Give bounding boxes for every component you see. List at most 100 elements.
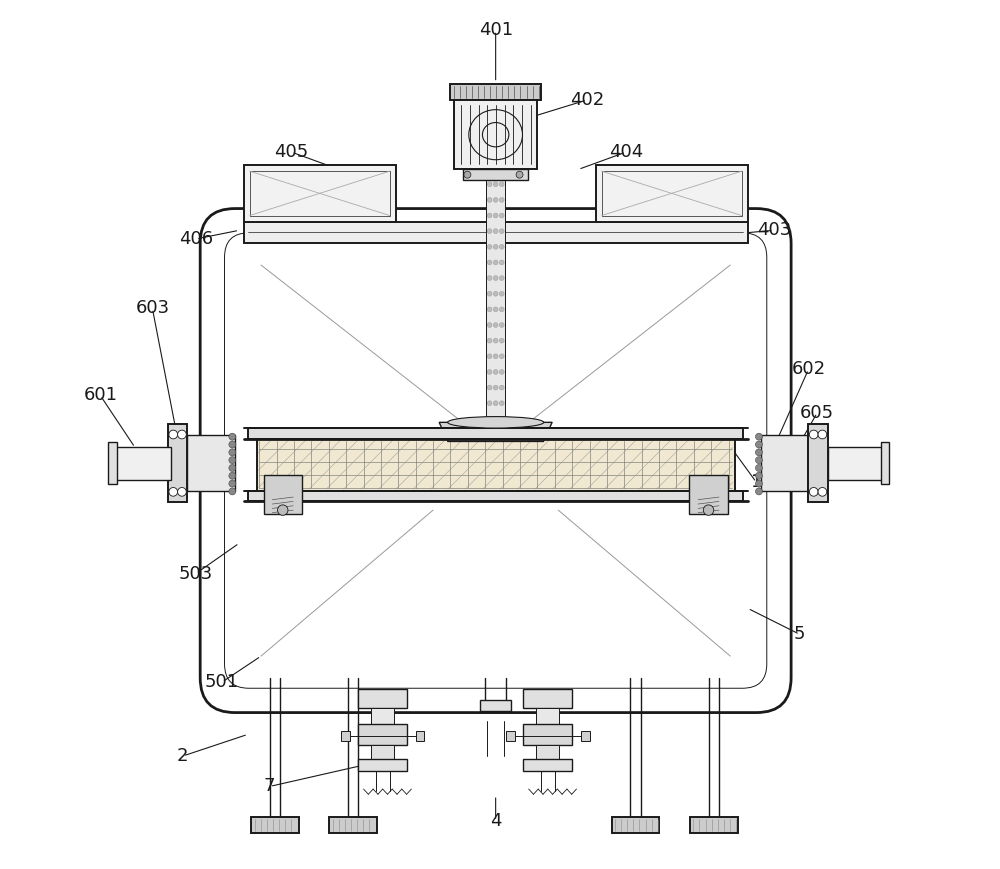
Circle shape (809, 430, 818, 439)
Circle shape (493, 182, 498, 187)
Circle shape (487, 291, 492, 296)
Bar (506, 731, 515, 741)
Circle shape (493, 369, 498, 375)
Circle shape (499, 416, 504, 421)
Circle shape (499, 197, 504, 202)
Circle shape (499, 338, 504, 343)
Circle shape (516, 171, 523, 178)
Circle shape (499, 354, 504, 359)
Bar (536, 708, 559, 724)
Circle shape (493, 307, 498, 312)
Bar (112, 447, 171, 480)
Bar (690, 817, 738, 833)
Circle shape (755, 488, 762, 495)
Circle shape (487, 244, 492, 249)
Text: 405: 405 (274, 143, 309, 161)
Circle shape (755, 464, 762, 471)
Bar (244, 165, 396, 222)
Bar (523, 759, 572, 771)
Bar (329, 817, 377, 833)
Bar (250, 171, 390, 216)
Circle shape (809, 488, 818, 496)
Circle shape (493, 260, 498, 265)
Circle shape (755, 457, 762, 464)
Ellipse shape (448, 416, 544, 428)
Circle shape (499, 229, 504, 234)
Bar (612, 817, 659, 833)
Bar (168, 424, 187, 502)
Circle shape (493, 197, 498, 202)
Circle shape (487, 322, 492, 328)
Text: 601: 601 (83, 387, 117, 404)
Bar (371, 745, 394, 759)
Text: 403: 403 (757, 222, 791, 239)
Bar (808, 424, 828, 502)
Bar (689, 475, 728, 514)
Circle shape (499, 322, 504, 328)
Circle shape (493, 385, 498, 390)
Circle shape (493, 275, 498, 281)
Circle shape (487, 354, 492, 359)
Bar (828, 447, 884, 480)
Circle shape (499, 213, 504, 218)
Circle shape (493, 229, 498, 234)
Circle shape (487, 260, 492, 265)
Circle shape (464, 171, 471, 178)
Circle shape (493, 213, 498, 218)
Bar (341, 731, 350, 741)
Circle shape (487, 401, 492, 406)
Circle shape (229, 448, 236, 455)
Circle shape (755, 448, 762, 455)
Text: 4: 4 (490, 813, 501, 830)
Bar (244, 222, 748, 243)
Circle shape (499, 182, 504, 187)
Bar (248, 491, 743, 501)
Bar (602, 171, 742, 216)
Bar (371, 708, 394, 724)
Circle shape (169, 430, 178, 439)
Circle shape (229, 480, 236, 487)
Circle shape (487, 338, 492, 343)
Circle shape (755, 433, 762, 440)
Circle shape (229, 488, 236, 495)
Circle shape (493, 416, 498, 421)
Bar (523, 689, 572, 708)
Circle shape (493, 354, 498, 359)
Bar (108, 442, 117, 484)
Bar (761, 434, 808, 492)
Bar (450, 84, 541, 100)
Text: 3: 3 (347, 187, 358, 204)
Circle shape (818, 430, 827, 439)
Bar (358, 689, 407, 708)
Text: 407: 407 (696, 478, 730, 495)
Text: 602: 602 (791, 361, 826, 378)
Circle shape (178, 430, 186, 439)
Circle shape (499, 291, 504, 296)
Circle shape (178, 488, 186, 496)
Circle shape (487, 385, 492, 390)
Bar (248, 428, 743, 439)
Circle shape (169, 488, 178, 496)
Circle shape (487, 229, 492, 234)
Text: 406: 406 (179, 230, 213, 248)
Circle shape (229, 457, 236, 464)
Circle shape (703, 505, 714, 515)
Polygon shape (439, 422, 552, 441)
Bar (463, 169, 528, 180)
Circle shape (229, 473, 236, 480)
Circle shape (493, 244, 498, 249)
Bar (454, 100, 537, 169)
Circle shape (487, 416, 492, 421)
Circle shape (229, 464, 236, 471)
Circle shape (487, 182, 492, 187)
Text: 2: 2 (177, 747, 189, 765)
Text: 401: 401 (479, 22, 513, 39)
Circle shape (499, 385, 504, 390)
Text: 5: 5 (794, 626, 806, 643)
Text: 605: 605 (800, 404, 834, 421)
Circle shape (818, 488, 827, 496)
Bar (523, 724, 572, 745)
Circle shape (499, 244, 504, 249)
Text: 503: 503 (179, 565, 213, 582)
Bar (187, 434, 235, 492)
